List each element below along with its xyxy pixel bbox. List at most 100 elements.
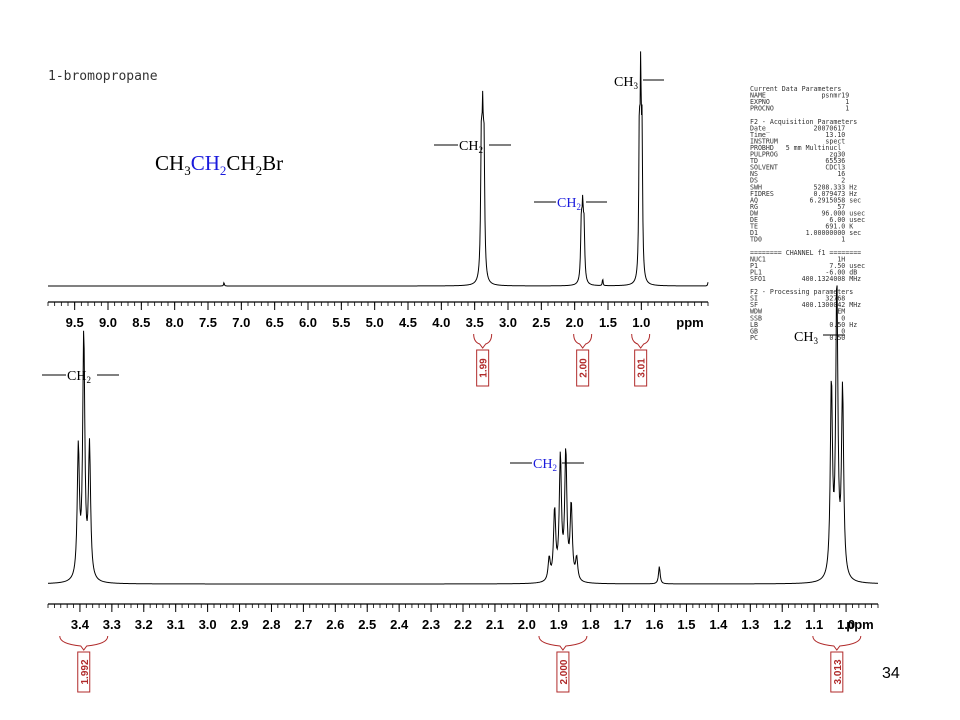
- tick-label: 1.8: [582, 617, 600, 632]
- svg-text:CH2: CH2: [67, 369, 91, 385]
- param-line: Date_ 20070617: [750, 124, 845, 132]
- integral-value: 2.00: [579, 358, 590, 378]
- formula-ch2-blue: CH: [191, 151, 220, 175]
- svg-text:CH3CH2CH2Br: CH3CH2CH2Br: [155, 151, 283, 178]
- tick-label: 1.4: [709, 617, 728, 632]
- tick-label: 1.6: [645, 617, 663, 632]
- param-line: RG 57: [750, 203, 845, 211]
- spectrum-trace: [48, 51, 709, 287]
- integral-bracket: 2.00: [573, 333, 593, 387]
- label-ch3-top: CH3: [614, 75, 664, 91]
- structural-formula: CH3CH2CH2Br: [155, 151, 283, 178]
- tick-label: 2.3: [422, 617, 440, 632]
- integral-bracket: 3.013: [812, 635, 862, 693]
- svg-text:CH2: CH2: [459, 139, 483, 155]
- tick-label: 8.0: [166, 315, 184, 330]
- param-line: LB 0.50 Hz: [750, 321, 857, 329]
- tick-label: 3.0: [499, 315, 517, 330]
- svg-text:CH2: CH2: [557, 196, 581, 212]
- tick-label: 1.0: [837, 617, 855, 632]
- tick-label: 2.6: [326, 617, 344, 632]
- svg-text:CH2: CH2: [533, 457, 557, 473]
- tick-label: 4.5: [399, 315, 417, 330]
- bottom-labels: CH2 CH2 CH3: [42, 330, 845, 473]
- tick-label: 1.7: [614, 617, 632, 632]
- label-ch2-top-mid: CH2: [534, 196, 607, 212]
- tick-label: 5.5: [332, 315, 350, 330]
- tick-label: 3.4: [71, 617, 90, 632]
- tick-label: 4.0: [432, 315, 450, 330]
- tick-label: 5.0: [366, 315, 384, 330]
- tick-label: 6.0: [299, 315, 317, 330]
- integral-value: 2.000: [559, 659, 570, 684]
- param-line: PROBHD 5 mm Multinucl: [750, 144, 841, 152]
- tick-label: 2.0: [566, 315, 584, 330]
- param-line: Current Data Parameters: [750, 85, 841, 93]
- tick-label: 1.5: [599, 315, 617, 330]
- param-line: D1 1.00000000 sec: [750, 229, 861, 237]
- integral-bracket: 3.01: [631, 333, 651, 387]
- param-line: SFO1 400.1324008 MHz: [750, 275, 861, 283]
- tick-label: 1.2: [773, 617, 791, 632]
- param-line: INSTRUM spect: [750, 137, 845, 145]
- tick-label: 2.2: [454, 617, 472, 632]
- param-line: DE 6.00 usec: [750, 216, 865, 224]
- tick-label: 3.2: [135, 617, 153, 632]
- formula-ch3: CH: [155, 151, 184, 175]
- integral-value: 1.992: [80, 659, 91, 684]
- param-line: DS 2: [750, 177, 845, 185]
- param-line: SSB 0: [750, 314, 845, 322]
- svg-text:CH3: CH3: [614, 75, 638, 91]
- tick-label: 3.3: [103, 617, 121, 632]
- page-number: 34: [882, 665, 900, 682]
- formula-br: Br: [262, 151, 283, 175]
- param-line: ======== CHANNEL f1 ========: [750, 249, 861, 257]
- param-line: EXPNO 1: [750, 98, 849, 106]
- tick-label: 2.5: [358, 617, 376, 632]
- tick-label: 1.0: [632, 315, 650, 330]
- tick-label: 1.1: [805, 617, 823, 632]
- label-ch3-bottom: CH3: [794, 330, 845, 346]
- param-line: PULPROG zg30: [750, 151, 845, 159]
- param-line: SWH 5208.333 Hz: [750, 183, 857, 191]
- param-line: DW 96.000 usec: [750, 209, 865, 217]
- param-line: F2 - Processing parameters: [750, 288, 853, 296]
- param-line: NS 16: [750, 170, 845, 178]
- tick-label: 7.5: [199, 315, 217, 330]
- tick-label: 2.0: [518, 617, 536, 632]
- tick-label: 2.7: [294, 617, 312, 632]
- tick-label: 2.5: [532, 315, 550, 330]
- spectrum-trace: [47, 285, 879, 585]
- param-line: SOLVENT CDCl3: [750, 164, 845, 172]
- integral-bracket: 1.99: [473, 333, 493, 387]
- param-line: Time 13.10: [750, 131, 845, 139]
- svg-text:CH3: CH3: [794, 330, 818, 346]
- param-line: AQ 6.2915058 sec: [750, 196, 861, 204]
- param-line: TE 691.0 K: [750, 223, 853, 231]
- tick-label: 8.5: [132, 315, 150, 330]
- tick-label: 1.5: [677, 617, 695, 632]
- param-line: NUC1 1H: [750, 255, 845, 263]
- top-labels: CH2 CH2 CH3: [434, 75, 664, 212]
- axis-label: ppm: [846, 617, 873, 632]
- spectrum-bottom: 3.4 3.3 3.2 3.1 3.0 2.9 2.8 2.7 2.6 2.5 2.4 2.3 2.2 2…: [47, 285, 879, 693]
- param-line: TD 65536: [750, 157, 845, 165]
- tick-label: 9.5: [66, 315, 84, 330]
- param-line: NAME psnmr19: [750, 92, 849, 100]
- integral-value: 3.01: [637, 358, 648, 378]
- param-line: PROCNO 1: [750, 105, 849, 113]
- param-line: FIDRES 0.079473 Hz: [750, 190, 857, 198]
- tick-label: 1.9: [550, 617, 568, 632]
- param-line: WDW EM: [750, 308, 845, 316]
- tick-label: 2.4: [390, 617, 409, 632]
- tick-label: 2.9: [230, 617, 248, 632]
- param-line: F2 - Acquisition Parameters: [750, 118, 857, 126]
- param-line: SI 32768: [750, 295, 845, 303]
- param-line: P1 7.50 usec: [750, 262, 865, 270]
- integral-bracket: 1.992: [59, 635, 109, 693]
- tick-label: 2.1: [486, 617, 504, 632]
- compound-name: 1-bromopropane: [48, 69, 158, 84]
- axis-label: ppm: [676, 315, 703, 330]
